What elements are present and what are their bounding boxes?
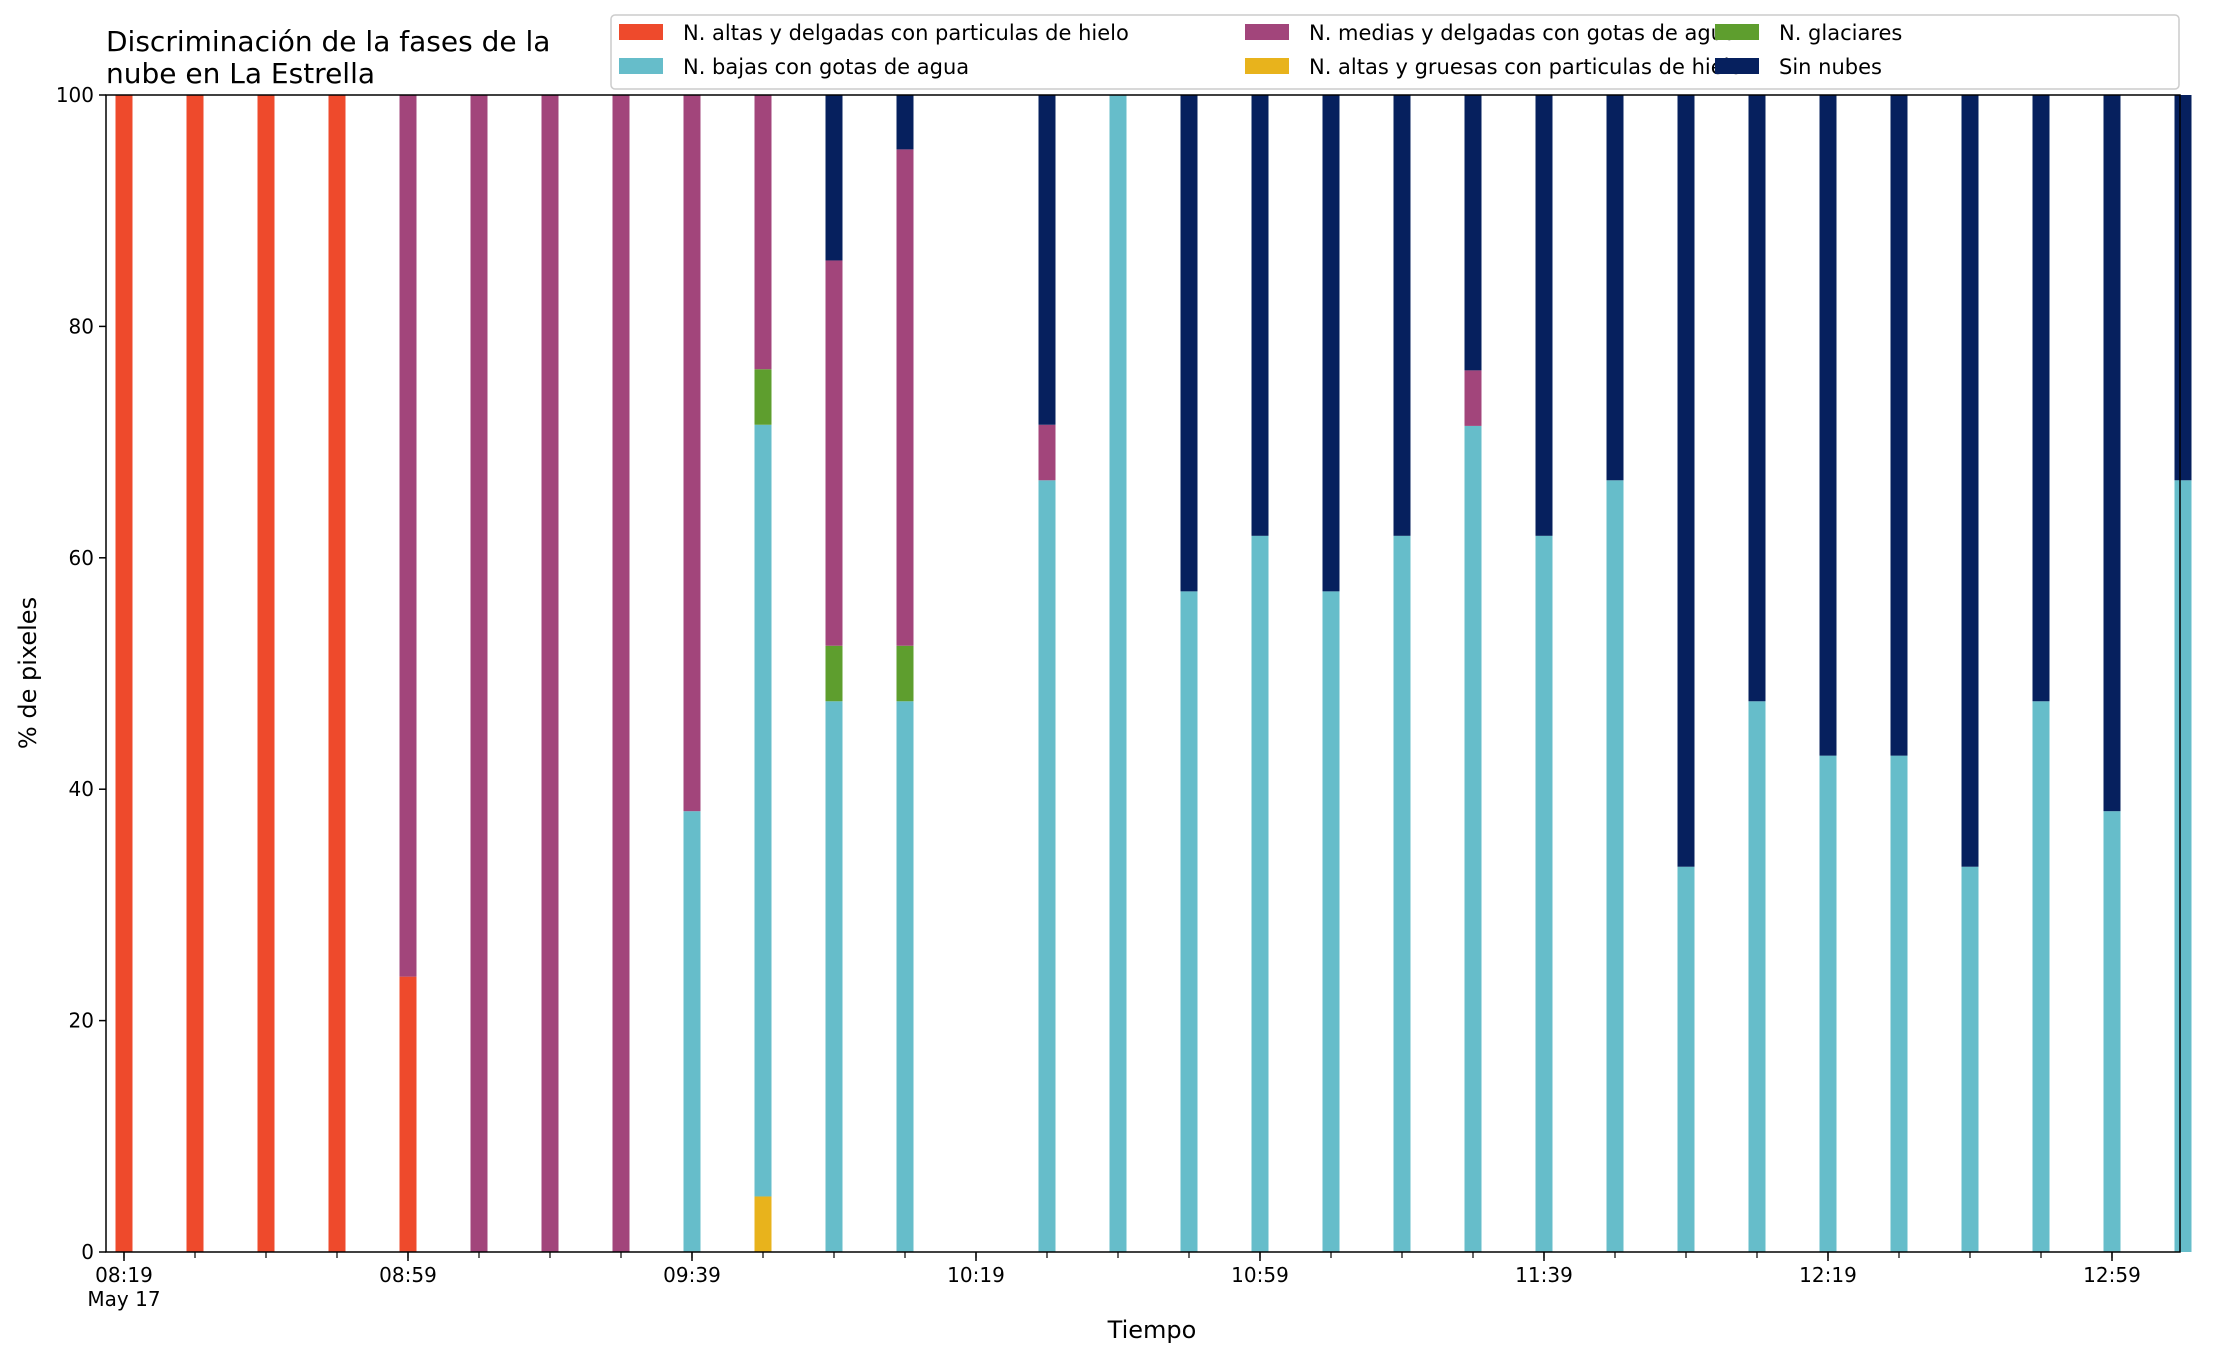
legend-swatch: [1245, 24, 1289, 40]
legend-swatch: [619, 58, 663, 74]
bar-segment: [470, 95, 488, 1252]
bar-segment: [683, 811, 701, 1252]
y-tick-label: 100: [56, 83, 94, 107]
x-tick-label: 12:59: [2083, 1263, 2141, 1287]
legend-swatch: [1245, 58, 1289, 74]
legend-swatch: [1715, 58, 1759, 74]
bar-segment: [1606, 480, 1624, 1252]
bar-segment: [1464, 370, 1482, 426]
x-tick-label: 09:39: [663, 1263, 721, 1287]
bar-segment: [1748, 95, 1766, 702]
y-tick-label: 80: [69, 314, 94, 338]
chart-title-line-1: Discriminación de la fases de la: [106, 25, 550, 58]
plot-frame: [105, 94, 2181, 1253]
legend-swatch: [1715, 24, 1759, 40]
bar-segment: [1606, 95, 1624, 481]
bar-segment: [1038, 95, 1056, 425]
legend-frame: [610, 14, 2180, 90]
bar-segment: [1180, 591, 1198, 1252]
legend-entry: N. medias y delgadas con gotas de agua: [1309, 21, 1737, 45]
x-tick-label: 12:19: [1799, 1263, 1857, 1287]
bar-segment: [2174, 95, 2192, 481]
bar-segment: [399, 95, 417, 977]
bar-segment: [754, 369, 772, 425]
x-tick-label: 10:59: [1231, 1263, 1289, 1287]
bar-segment: [1038, 480, 1056, 1252]
bars-group: [115, 95, 2192, 1252]
bar-segment: [1464, 425, 1482, 1252]
bar-segment: [896, 701, 914, 1252]
y-tick-label: 60: [69, 546, 94, 570]
bar-segment: [2032, 95, 2050, 702]
bar-segment: [541, 95, 559, 1252]
bar-segment: [2032, 701, 2050, 1252]
bar-segment: [1393, 95, 1411, 536]
bar-segment: [1180, 95, 1198, 592]
bar-segment: [612, 95, 630, 1252]
bar-segment: [754, 1196, 772, 1252]
bar-segment: [2174, 480, 2192, 1252]
bar-segment: [1251, 535, 1269, 1252]
bar-segment: [1677, 95, 1695, 867]
bar-segment: [754, 424, 772, 1197]
bar-segment: [186, 95, 204, 1252]
bar-segment: [1535, 535, 1553, 1252]
legend-entry: N. altas y gruesas con particulas de hie…: [1309, 55, 1742, 79]
y-tick-label: 40: [69, 777, 94, 801]
legend: N. altas y delgadas con particulas de hi…: [610, 14, 2180, 90]
legend-entry: N. glaciares: [1779, 21, 1902, 45]
bar-segment: [2103, 95, 2121, 812]
y-axis-label: % de pixeles: [14, 597, 42, 749]
bar-segment: [754, 95, 772, 370]
legend-entry: Sin nubes: [1779, 55, 1882, 79]
x-tick-label: 08:59: [379, 1263, 437, 1287]
legend-swatch: [619, 24, 663, 40]
bar-segment: [2103, 811, 2121, 1252]
legend-entry: N. bajas con gotas de agua: [683, 55, 969, 79]
bar-segment: [825, 95, 843, 261]
bar-segment: [1819, 95, 1837, 756]
bar-segment: [399, 976, 417, 1252]
bar-segment: [825, 260, 843, 646]
bar-segment: [1961, 95, 1979, 867]
legend-entry: N. altas y delgadas con particulas de hi…: [683, 21, 1129, 45]
bar-segment: [896, 95, 914, 150]
bar-segment: [1393, 535, 1411, 1252]
bar-segment: [1819, 755, 1837, 1252]
bar-segment: [1322, 95, 1340, 592]
x-tick-label: 11:39: [1515, 1263, 1573, 1287]
bar-segment: [683, 95, 701, 812]
x-tick-label: 08:19: [95, 1263, 153, 1287]
bar-segment: [1890, 95, 1908, 756]
bar-segment: [896, 149, 914, 646]
bar-segment: [1961, 866, 1979, 1252]
bar-segment: [1322, 591, 1340, 1252]
chart-title: Discriminación de la fases de la nube en…: [106, 25, 550, 90]
y-axis: 0 20 40 60 80 100: [56, 83, 106, 1264]
x-tick-sublabel: May 17: [87, 1287, 160, 1311]
bar-segment: [115, 95, 133, 1252]
bar-segment: [1748, 701, 1766, 1252]
x-axis: 08:19 08:59 09:39 10:19 10:59 11:39 12:19 12:59…: [87, 1252, 2141, 1311]
x-axis-label: Tiempo: [1107, 1316, 1197, 1344]
bar-segment: [1038, 424, 1056, 481]
x-tick-label: 10:19: [947, 1263, 1005, 1287]
bar-segment: [1109, 95, 1127, 1252]
chart-title-line-2: nube en La Estrella: [106, 57, 375, 90]
bar-segment: [825, 645, 843, 702]
bar-segment: [825, 701, 843, 1252]
bar-segment: [1535, 95, 1553, 536]
y-tick-label: 20: [69, 1009, 94, 1033]
bar-segment: [1677, 866, 1695, 1252]
bar-segment: [896, 645, 914, 702]
bar-segment: [328, 95, 346, 1252]
bar-segment: [1890, 755, 1908, 1252]
bar-segment: [1251, 95, 1269, 536]
bar-segment: [257, 95, 275, 1252]
bar-segment: [1464, 95, 1482, 371]
y-tick-label: 0: [81, 1240, 94, 1264]
